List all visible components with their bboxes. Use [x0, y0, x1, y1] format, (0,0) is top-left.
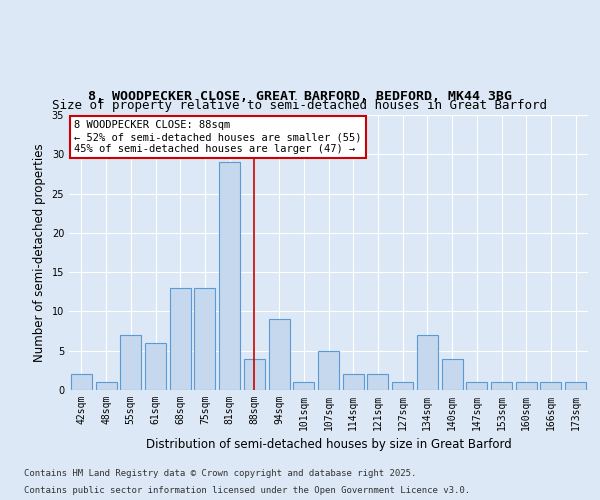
Text: Contains public sector information licensed under the Open Government Licence v3: Contains public sector information licen… — [24, 486, 470, 495]
Bar — [170, 288, 191, 390]
Bar — [491, 382, 512, 390]
X-axis label: Distribution of semi-detached houses by size in Great Barford: Distribution of semi-detached houses by … — [146, 438, 511, 452]
Bar — [95, 382, 116, 390]
Bar — [71, 374, 92, 390]
Bar — [120, 335, 141, 390]
Bar — [219, 162, 240, 390]
Y-axis label: Number of semi-detached properties: Number of semi-detached properties — [33, 143, 46, 362]
Bar — [293, 382, 314, 390]
Bar — [194, 288, 215, 390]
Bar — [516, 382, 537, 390]
Bar — [466, 382, 487, 390]
Text: 8 WOODPECKER CLOSE: 88sqm
← 52% of semi-detached houses are smaller (55)
45% of : 8 WOODPECKER CLOSE: 88sqm ← 52% of semi-… — [74, 120, 362, 154]
Bar — [343, 374, 364, 390]
Bar — [565, 382, 586, 390]
Bar — [442, 358, 463, 390]
Bar — [318, 350, 339, 390]
Bar — [417, 335, 438, 390]
Bar — [269, 320, 290, 390]
Bar — [244, 358, 265, 390]
Bar — [392, 382, 413, 390]
Bar — [145, 343, 166, 390]
Text: Contains HM Land Registry data © Crown copyright and database right 2025.: Contains HM Land Registry data © Crown c… — [24, 468, 416, 477]
Bar — [367, 374, 388, 390]
Bar — [541, 382, 562, 390]
Text: 8, WOODPECKER CLOSE, GREAT BARFORD, BEDFORD, MK44 3BG: 8, WOODPECKER CLOSE, GREAT BARFORD, BEDF… — [88, 90, 512, 102]
Text: Size of property relative to semi-detached houses in Great Barford: Size of property relative to semi-detach… — [53, 100, 548, 112]
